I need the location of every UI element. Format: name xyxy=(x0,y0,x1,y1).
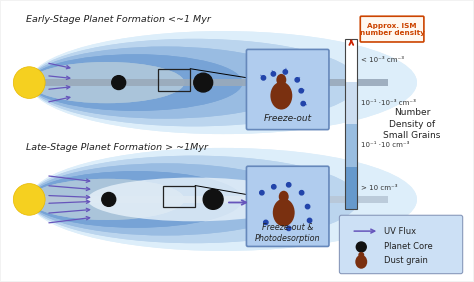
Ellipse shape xyxy=(29,148,417,251)
Bar xyxy=(29,196,388,202)
FancyBboxPatch shape xyxy=(360,16,424,42)
Bar xyxy=(346,124,357,167)
Text: Freeze-out: Freeze-out xyxy=(264,114,312,123)
Ellipse shape xyxy=(29,156,359,243)
Text: UV Flux: UV Flux xyxy=(384,227,416,235)
Circle shape xyxy=(356,242,366,252)
Text: < 10⁻³ cm⁻³: < 10⁻³ cm⁻³ xyxy=(361,57,404,63)
Circle shape xyxy=(305,204,310,209)
FancyBboxPatch shape xyxy=(246,166,329,246)
Ellipse shape xyxy=(29,179,184,220)
Ellipse shape xyxy=(279,191,289,203)
Circle shape xyxy=(13,67,45,98)
Ellipse shape xyxy=(29,179,184,220)
Circle shape xyxy=(272,185,276,189)
Bar xyxy=(346,167,357,209)
Text: Approx. ISM
number density: Approx. ISM number density xyxy=(360,23,425,36)
Text: Freeze-out &
Photodesorption: Freeze-out & Photodesorption xyxy=(255,223,320,243)
Text: Early-Stage Planet Formation <~1 Myr: Early-Stage Planet Formation <~1 Myr xyxy=(26,15,211,24)
Circle shape xyxy=(112,76,126,89)
Ellipse shape xyxy=(29,54,243,111)
Circle shape xyxy=(286,226,291,231)
Bar xyxy=(158,69,190,91)
Circle shape xyxy=(194,73,213,92)
Circle shape xyxy=(283,70,288,74)
Bar xyxy=(346,39,357,81)
Bar xyxy=(29,196,388,202)
Bar xyxy=(29,80,388,86)
Bar xyxy=(346,39,357,209)
Ellipse shape xyxy=(29,39,359,126)
Circle shape xyxy=(271,72,275,76)
Circle shape xyxy=(300,191,304,195)
Text: Planet Core: Planet Core xyxy=(384,243,433,252)
Ellipse shape xyxy=(29,39,359,126)
Ellipse shape xyxy=(270,82,292,109)
Ellipse shape xyxy=(356,255,367,269)
Circle shape xyxy=(295,78,300,82)
Circle shape xyxy=(261,76,265,80)
Ellipse shape xyxy=(273,199,295,226)
Bar xyxy=(164,186,195,207)
Text: Dust grain: Dust grain xyxy=(384,256,428,265)
Ellipse shape xyxy=(29,163,301,235)
Ellipse shape xyxy=(29,163,301,235)
Text: Number
Density of
Small Grains: Number Density of Small Grains xyxy=(383,108,441,140)
Circle shape xyxy=(264,220,268,224)
Bar xyxy=(29,80,388,86)
Circle shape xyxy=(286,183,291,187)
Ellipse shape xyxy=(358,252,364,258)
Circle shape xyxy=(301,102,305,106)
Ellipse shape xyxy=(29,156,359,243)
Ellipse shape xyxy=(29,148,417,251)
Circle shape xyxy=(102,193,116,206)
Ellipse shape xyxy=(29,47,301,119)
Ellipse shape xyxy=(29,171,243,228)
Bar xyxy=(346,81,357,124)
Text: > 10 cm⁻³: > 10 cm⁻³ xyxy=(361,185,398,191)
Text: 10⁻¹ ·10 cm⁻³: 10⁻¹ ·10 cm⁻³ xyxy=(361,142,410,148)
Ellipse shape xyxy=(87,178,301,221)
Ellipse shape xyxy=(276,74,286,86)
Ellipse shape xyxy=(29,54,243,111)
Ellipse shape xyxy=(29,171,243,228)
Ellipse shape xyxy=(29,47,301,119)
Circle shape xyxy=(307,218,312,222)
Ellipse shape xyxy=(29,62,184,103)
Circle shape xyxy=(13,184,45,215)
Circle shape xyxy=(299,89,303,93)
FancyBboxPatch shape xyxy=(339,215,463,274)
Circle shape xyxy=(260,191,264,195)
Ellipse shape xyxy=(29,31,417,134)
Ellipse shape xyxy=(29,31,417,134)
FancyBboxPatch shape xyxy=(246,49,329,130)
Text: Late-Stage Planet Formation > ~1Myr: Late-Stage Planet Formation > ~1Myr xyxy=(26,144,208,153)
Text: 10⁻¹ ·10⁻³ cm⁻³: 10⁻¹ ·10⁻³ cm⁻³ xyxy=(361,100,416,106)
Circle shape xyxy=(203,190,223,209)
Ellipse shape xyxy=(29,62,184,103)
